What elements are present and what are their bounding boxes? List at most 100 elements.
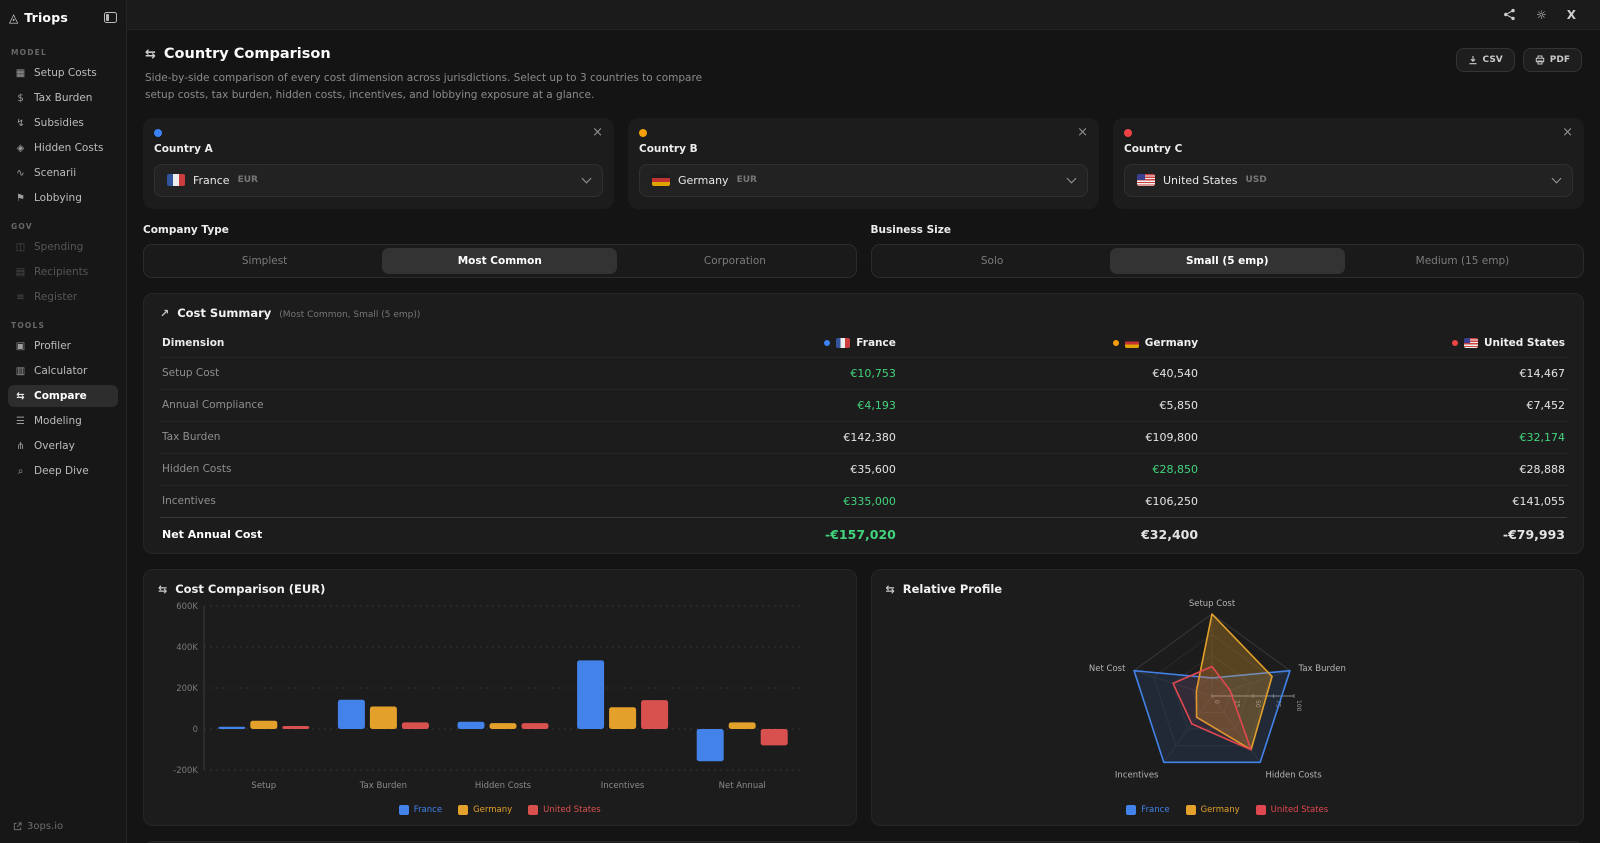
- topbar: ☼ X: [127, 0, 1600, 30]
- svg-text:Tax Burden: Tax Burden: [359, 781, 407, 791]
- sidebar-item-scenarii[interactable]: ∿ Scenarii: [8, 162, 118, 184]
- page-header: ⇆ Country Comparison Side-by-side compar…: [143, 42, 1584, 118]
- business-size-filter: Business Size Solo Small (5 emp) Medium …: [870, 224, 1584, 278]
- legend-item: France: [1126, 804, 1170, 815]
- chevron-down-icon: [1066, 173, 1077, 184]
- relative-profile-radar-chart: 0 25 50 75 100 Setup Cost Tax Burden Hidden Cos…: [1088, 599, 1345, 781]
- legend-item: United States: [528, 804, 601, 815]
- sidebar-item-tax-burden[interactable]: $ Tax Burden: [8, 87, 118, 109]
- megaphone-icon: ⚑: [16, 192, 25, 204]
- sidebar-toggle-icon[interactable]: [104, 12, 117, 23]
- legend-item: Germany: [1185, 804, 1240, 815]
- svg-text:400K: 400K: [176, 643, 198, 653]
- segment-medium[interactable]: Medium (15 emp): [1415, 254, 1510, 267]
- sidebar-item-lobbying[interactable]: ⚑ Lobbying: [8, 187, 118, 209]
- chevron-down-icon: [581, 173, 592, 184]
- svg-text:Setup Cost: Setup Cost: [1188, 599, 1235, 609]
- magnifier-icon: ⌕: [17, 465, 24, 477]
- france-flag-icon: [836, 337, 851, 348]
- external-link-icon: [13, 822, 22, 831]
- sidebar-item-overlay[interactable]: ⋔ Overlay: [8, 435, 118, 457]
- svg-text:Setup: Setup: [251, 781, 276, 791]
- cost-comparison-bar-chart: -200K 0 200K 400K 600K Setup Tax Burden Hidden …: [173, 602, 802, 791]
- table-row: Setup Cost €10,753 €40,540 €14,467: [160, 356, 1567, 389]
- country-b-card: × Country B Germany EUR: [628, 117, 1099, 209]
- country-a-select[interactable]: France EUR: [154, 163, 603, 197]
- compare-icon: ⇆: [885, 582, 895, 596]
- chart-line-icon: ∿: [16, 167, 25, 179]
- sidebar-item-register[interactable]: ≡ Register: [8, 286, 118, 308]
- country-c-close-icon[interactable]: ×: [1562, 125, 1573, 141]
- trending-up-icon: ↗: [160, 306, 170, 320]
- segment-solo[interactable]: Solo: [980, 254, 1004, 267]
- id-card-icon: ▣: [15, 340, 26, 352]
- footer-external-link[interactable]: 3ops.io: [13, 821, 63, 832]
- x-social-icon[interactable]: X: [1566, 7, 1576, 22]
- sidebar-item-recipients[interactable]: ▤ Recipients: [15, 266, 89, 278]
- bar-chart-title: Cost Comparison (EUR): [175, 581, 326, 596]
- main-area: ☼ X ⇆ Country Comparison Side-by-side co…: [127, 0, 1600, 843]
- download-icon: [1469, 56, 1477, 65]
- share-icon[interactable]: [1503, 8, 1516, 21]
- page-description: Side-by-side comparison of every cost di…: [145, 72, 703, 101]
- business-size-segmented: Solo Small (5 emp) Medium (15 emp): [870, 243, 1584, 278]
- triops-logo-icon: ◬: [9, 10, 19, 25]
- theme-toggle-icon[interactable]: ☼: [1535, 7, 1547, 22]
- country-a-label: Country A: [154, 142, 213, 155]
- country-b-dot: [639, 128, 647, 137]
- printer-icon: [1535, 55, 1544, 65]
- svg-text:Incentives: Incentives: [1114, 770, 1158, 780]
- compare-icon: ⇆: [145, 46, 156, 62]
- radar-chart-card: ⇆ Relative Profile 0 25 50 75 100 Setup Cost T…: [870, 568, 1584, 826]
- country-b-close-icon[interactable]: ×: [1077, 125, 1088, 141]
- filters: Company Type Simplest Most Common Corpor…: [143, 224, 1584, 278]
- sidebar-item-calculator[interactable]: ▥ Calculator: [15, 365, 88, 377]
- cost-summary-table: Dimension France Germany United States S…: [160, 329, 1567, 551]
- svg-text:Net Cost: Net Cost: [1088, 663, 1125, 673]
- sidebar-item-compare[interactable]: ⇆ Compare: [8, 385, 118, 407]
- chevron-down-icon: [1551, 173, 1562, 184]
- country-c-card: × Country C United States USD: [1113, 117, 1584, 209]
- sidebar-item-spending[interactable]: ◫ Spending: [15, 241, 84, 253]
- segment-most-common[interactable]: Most Common: [382, 247, 618, 274]
- country-a-card: × Country A France EUR: [143, 117, 614, 209]
- legend-item: France: [398, 804, 442, 815]
- scroll-icon: ≡: [16, 291, 25, 303]
- us-flag-icon: [1464, 337, 1479, 348]
- table-row: Hidden Costs €35,600 €28,850 €28,888: [160, 452, 1567, 485]
- sidebar-item-subsidies[interactable]: ↯ Subsidies: [8, 112, 118, 134]
- sidebar-item-modeling[interactable]: ☰ Modeling: [8, 410, 118, 432]
- segment-simplest[interactable]: Simplest: [241, 254, 288, 267]
- page-title: ⇆ Country Comparison: [145, 46, 331, 62]
- svg-text:Hidden Costs: Hidden Costs: [475, 781, 532, 791]
- svg-text:Hidden Costs: Hidden Costs: [1265, 770, 1322, 780]
- segment-small[interactable]: Small (5 emp): [1109, 247, 1345, 274]
- nav-section-tools: TOOLS: [11, 321, 46, 330]
- compare-icon: ⇆: [158, 582, 168, 596]
- svg-text:Incentives: Incentives: [601, 781, 645, 791]
- export-csv-button[interactable]: CSV: [1455, 48, 1515, 72]
- nav-section-gov: GOV: [11, 222, 33, 231]
- sidebar-item-hidden-costs[interactable]: ◈ Hidden Costs: [8, 137, 118, 159]
- bar-chart-icon: ▥: [15, 365, 26, 377]
- country-c-select[interactable]: United States USD: [1124, 163, 1573, 197]
- svg-text:Tax Burden: Tax Burden: [1297, 663, 1345, 673]
- table-row: Incentives €335,000 €106,250 €141,055: [160, 484, 1567, 517]
- table-row: Annual Compliance €4,193 €5,850 €7,452: [160, 388, 1567, 421]
- sidebar-item-profiler[interactable]: ▣ Profiler: [15, 340, 71, 352]
- sidebar-item-setup-costs[interactable]: ▦ Setup Costs: [15, 67, 97, 79]
- export-pdf-button[interactable]: PDF: [1522, 48, 1582, 72]
- zap-icon: ↯: [16, 117, 25, 129]
- legend-item: Germany: [458, 804, 512, 815]
- country-a-close-icon[interactable]: ×: [592, 125, 603, 141]
- shield-icon: ◈: [16, 142, 25, 154]
- svg-text:0: 0: [193, 725, 198, 735]
- cost-summary-subtitle: (Most Common, Small (5 emp)): [279, 309, 421, 320]
- country-b-select[interactable]: Germany EUR: [639, 163, 1088, 197]
- segment-corporation[interactable]: Corporation: [703, 254, 766, 267]
- bar-chart-legend: France Germany United States: [158, 804, 842, 815]
- svg-text:Net Annual: Net Annual: [719, 781, 766, 791]
- export-buttons: CSV PDF: [1455, 46, 1582, 72]
- us-flag-icon: [1137, 174, 1155, 187]
- sidebar-item-deep-dive[interactable]: ⌕ Deep Dive: [8, 460, 118, 482]
